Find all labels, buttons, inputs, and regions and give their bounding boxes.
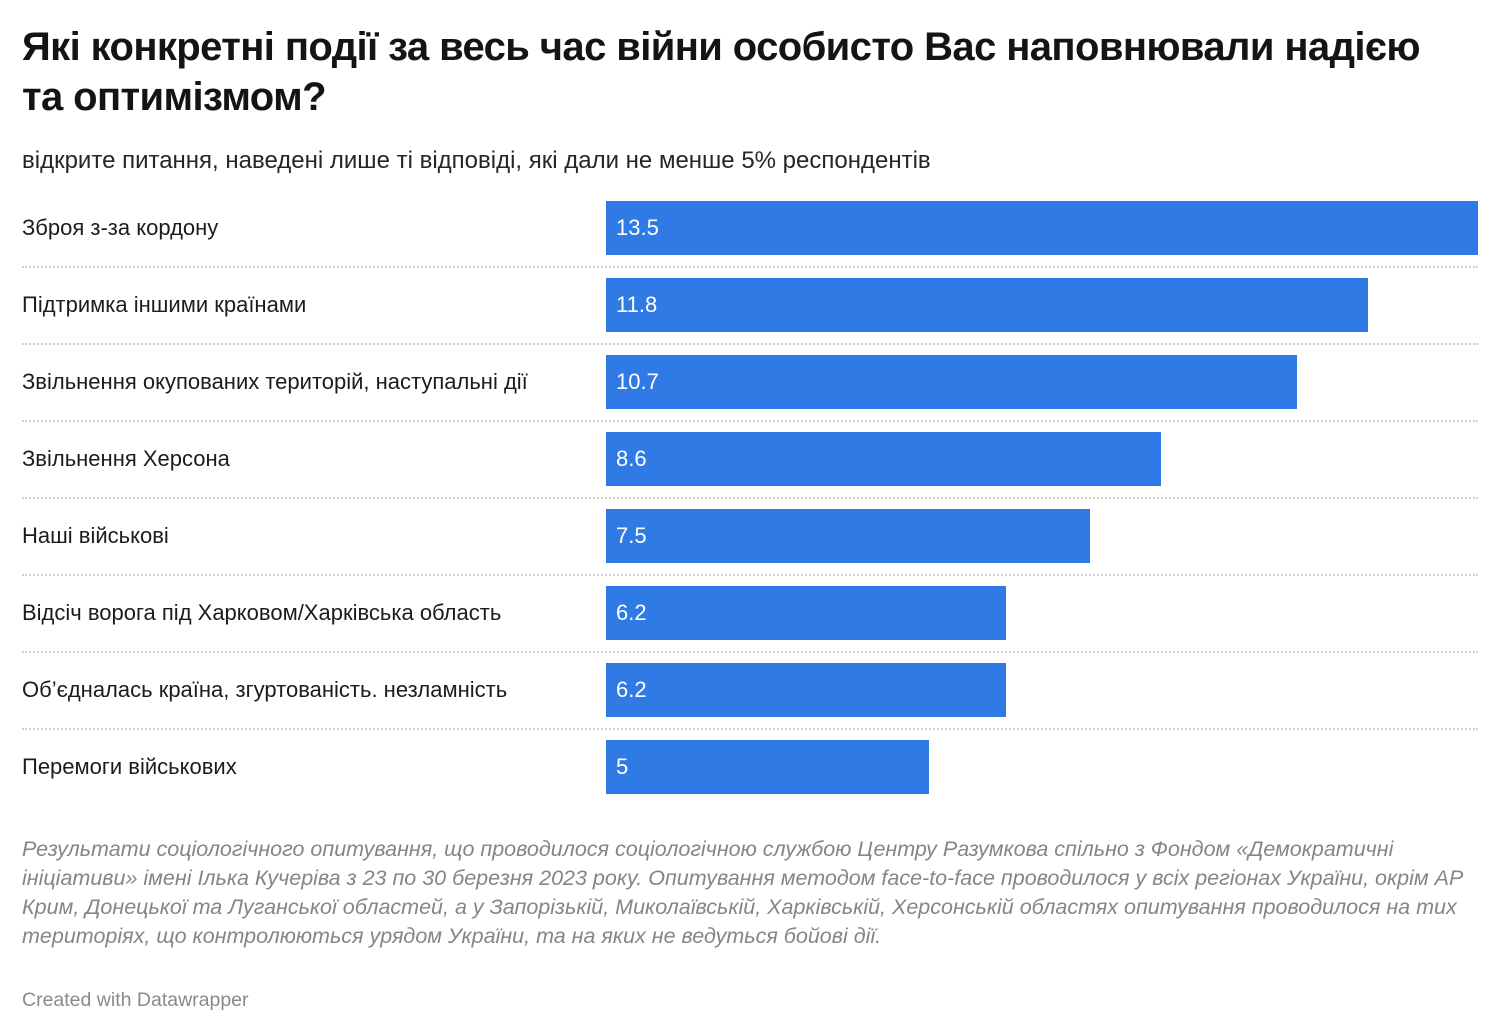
category-label: Підтримка іншими країнами xyxy=(22,292,307,317)
chart-subtitle: відкрите питання, наведені лише ті відпо… xyxy=(22,147,931,174)
chart-title: Які конкретні події за весь час війни ос… xyxy=(22,25,1421,119)
category-label: Перемоги військових xyxy=(22,754,237,779)
bar xyxy=(606,663,1006,717)
bar-row: Об’єдналась країна, згуртованість. незла… xyxy=(22,663,1478,740)
value-label: 6.2 xyxy=(616,600,647,625)
value-label: 7.5 xyxy=(616,523,647,548)
bar-row: Наші військові 7.5 xyxy=(22,509,1478,586)
category-label: Об’єдналась країна, згуртованість. незла… xyxy=(22,677,508,702)
value-label: 8.6 xyxy=(616,446,647,471)
category-label: Відсіч ворога під Харковом/Харківська об… xyxy=(22,600,502,625)
bar xyxy=(606,740,929,794)
row-divider xyxy=(22,420,1478,422)
bar-row: Зброя з-за кордону 13.5 xyxy=(22,201,1478,278)
bar-row: Перемоги військових 5 xyxy=(22,740,1478,817)
bar xyxy=(606,509,1090,563)
bar xyxy=(606,278,1368,332)
row-divider xyxy=(22,497,1478,499)
chart-credit: Created with Datawrapper xyxy=(22,989,249,1011)
bar xyxy=(606,432,1161,486)
value-label: 5 xyxy=(616,754,629,779)
category-label: Звільнення Херсона xyxy=(22,446,230,471)
bar-row: Звільнення Херсона 8.6 xyxy=(22,432,1478,509)
value-label: 10.7 xyxy=(616,369,659,394)
value-label: 13.5 xyxy=(616,215,659,240)
value-label: 11.8 xyxy=(616,292,658,317)
category-label: Наші військові xyxy=(22,523,169,548)
row-divider xyxy=(22,266,1478,268)
row-divider xyxy=(22,728,1478,730)
bar xyxy=(606,586,1006,640)
bar xyxy=(606,355,1297,409)
value-label: 6.2 xyxy=(616,677,647,702)
bar xyxy=(606,201,1478,255)
row-divider xyxy=(22,574,1478,576)
chart-notes: Результати соціологічного опитування, що… xyxy=(22,837,1464,948)
bar-row: Підтримка іншими країнами 11.8 xyxy=(22,278,1478,355)
category-label: Зброя з-за кордону xyxy=(22,215,219,240)
row-divider xyxy=(22,651,1478,653)
row-divider xyxy=(22,343,1478,345)
category-label: Звільнення окупованих територій, наступа… xyxy=(22,369,528,394)
bar-row: Відсіч ворога під Харковом/Харківська об… xyxy=(22,586,1478,663)
bar-row: Звільнення окупованих територій, наступа… xyxy=(22,355,1478,432)
